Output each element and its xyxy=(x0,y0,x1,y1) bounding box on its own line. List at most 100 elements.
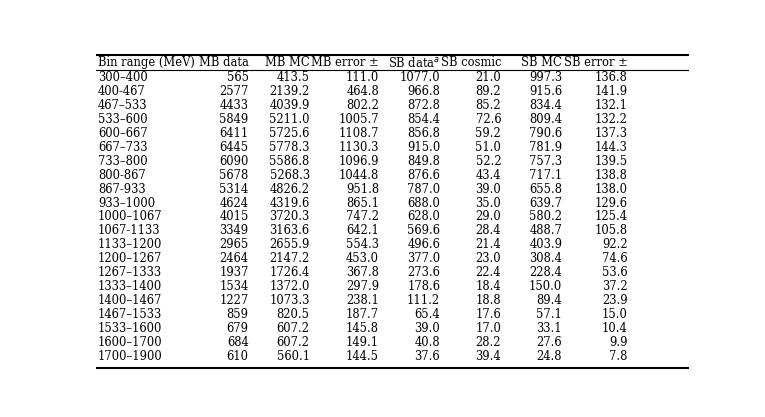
Text: 642.1: 642.1 xyxy=(346,224,379,237)
Text: 403.9: 403.9 xyxy=(529,239,562,251)
Text: 607.2: 607.2 xyxy=(277,336,310,349)
Text: 238.1: 238.1 xyxy=(346,294,379,307)
Text: SB cosmic: SB cosmic xyxy=(441,56,501,69)
Text: 533–600: 533–600 xyxy=(98,113,148,126)
Text: 39.0: 39.0 xyxy=(475,183,501,196)
Text: 3720.3: 3720.3 xyxy=(269,211,310,224)
Text: 569.6: 569.6 xyxy=(407,224,440,237)
Text: 856.8: 856.8 xyxy=(407,127,440,140)
Text: 5586.8: 5586.8 xyxy=(269,155,310,168)
Text: 37.2: 37.2 xyxy=(602,280,627,293)
Text: 1077.0: 1077.0 xyxy=(399,71,440,84)
Text: 308.4: 308.4 xyxy=(529,252,562,265)
Text: 57.1: 57.1 xyxy=(536,308,562,322)
Text: 10.4: 10.4 xyxy=(602,322,627,335)
Text: SB error ±: SB error ± xyxy=(564,56,627,69)
Text: 39.0: 39.0 xyxy=(415,322,440,335)
Text: 5849: 5849 xyxy=(220,113,249,126)
Text: MB data: MB data xyxy=(199,56,249,69)
Text: 757.3: 757.3 xyxy=(529,155,562,168)
Text: 1937: 1937 xyxy=(220,266,249,279)
Text: 1005.7: 1005.7 xyxy=(338,113,379,126)
Text: 1067-1133: 1067-1133 xyxy=(98,224,161,237)
Text: 33.1: 33.1 xyxy=(536,322,562,335)
Text: 554.3: 554.3 xyxy=(346,239,379,251)
Text: 136.8: 136.8 xyxy=(594,71,627,84)
Text: 639.7: 639.7 xyxy=(529,196,562,209)
Text: 966.8: 966.8 xyxy=(407,85,440,98)
Text: 802.2: 802.2 xyxy=(346,99,379,112)
Text: 72.6: 72.6 xyxy=(476,113,501,126)
Text: 132.1: 132.1 xyxy=(594,99,627,112)
Text: 137.3: 137.3 xyxy=(594,127,627,140)
Text: 6445: 6445 xyxy=(220,141,249,153)
Text: 4039.9: 4039.9 xyxy=(269,99,310,112)
Text: 4015: 4015 xyxy=(220,211,249,224)
Text: 5268.3: 5268.3 xyxy=(269,168,310,181)
Text: 1267–1333: 1267–1333 xyxy=(98,266,162,279)
Text: SB MC: SB MC xyxy=(522,56,562,69)
Text: 997.3: 997.3 xyxy=(529,71,562,84)
Text: 915.0: 915.0 xyxy=(407,141,440,153)
Text: 28.2: 28.2 xyxy=(476,336,501,349)
Text: 377.0: 377.0 xyxy=(407,252,440,265)
Text: 2655.9: 2655.9 xyxy=(269,239,310,251)
Text: 3349: 3349 xyxy=(220,224,249,237)
Text: 781.9: 781.9 xyxy=(529,141,562,153)
Text: 834.4: 834.4 xyxy=(529,99,562,112)
Text: 717.1: 717.1 xyxy=(529,168,562,181)
Text: 6411: 6411 xyxy=(220,127,249,140)
Text: 1096.9: 1096.9 xyxy=(339,155,379,168)
Text: 35.0: 35.0 xyxy=(475,196,501,209)
Text: 53.6: 53.6 xyxy=(602,266,627,279)
Text: 787.0: 787.0 xyxy=(407,183,440,196)
Text: 300–400: 300–400 xyxy=(98,71,148,84)
Text: 600–667: 600–667 xyxy=(98,127,148,140)
Text: 139.5: 139.5 xyxy=(594,155,627,168)
Text: 21.0: 21.0 xyxy=(475,71,501,84)
Text: 867-933: 867-933 xyxy=(98,183,145,196)
Text: 74.6: 74.6 xyxy=(602,252,627,265)
Text: 28.4: 28.4 xyxy=(476,224,501,237)
Text: 297.9: 297.9 xyxy=(346,280,379,293)
Text: 23.9: 23.9 xyxy=(602,294,627,307)
Text: 854.4: 854.4 xyxy=(407,113,440,126)
Text: 141.9: 141.9 xyxy=(594,85,627,98)
Text: 23.0: 23.0 xyxy=(476,252,501,265)
Text: 1400–1467: 1400–1467 xyxy=(98,294,162,307)
Text: 872.8: 872.8 xyxy=(407,99,440,112)
Text: 5314: 5314 xyxy=(220,183,249,196)
Text: 1133–1200: 1133–1200 xyxy=(98,239,162,251)
Text: 1534: 1534 xyxy=(220,280,249,293)
Text: 145.8: 145.8 xyxy=(346,322,379,335)
Text: 27.6: 27.6 xyxy=(536,336,562,349)
Text: 17.0: 17.0 xyxy=(475,322,501,335)
Text: 667–733: 667–733 xyxy=(98,141,148,153)
Text: 51.0: 51.0 xyxy=(475,141,501,153)
Text: 59.2: 59.2 xyxy=(475,127,501,140)
Text: 144.5: 144.5 xyxy=(346,350,379,363)
Text: 367.8: 367.8 xyxy=(346,266,379,279)
Text: 684: 684 xyxy=(227,336,249,349)
Text: 9.9: 9.9 xyxy=(609,336,627,349)
Text: 129.6: 129.6 xyxy=(594,196,627,209)
Text: 85.2: 85.2 xyxy=(476,99,501,112)
Text: 800-867: 800-867 xyxy=(98,168,146,181)
Text: 178.6: 178.6 xyxy=(407,280,440,293)
Text: 859: 859 xyxy=(226,308,249,322)
Text: 790.6: 790.6 xyxy=(529,127,562,140)
Text: 1372.0: 1372.0 xyxy=(269,280,310,293)
Text: 65.4: 65.4 xyxy=(415,308,440,322)
Text: 688.0: 688.0 xyxy=(407,196,440,209)
Text: 3163.6: 3163.6 xyxy=(269,224,310,237)
Text: MB error ±: MB error ± xyxy=(311,56,379,69)
Text: 6090: 6090 xyxy=(220,155,249,168)
Text: 2147.2: 2147.2 xyxy=(269,252,310,265)
Text: 933–1000: 933–1000 xyxy=(98,196,155,209)
Text: 40.8: 40.8 xyxy=(415,336,440,349)
Text: 565: 565 xyxy=(226,71,249,84)
Text: 1073.3: 1073.3 xyxy=(269,294,310,307)
Text: 43.4: 43.4 xyxy=(476,168,501,181)
Text: 111.2: 111.2 xyxy=(407,294,440,307)
Text: 496.6: 496.6 xyxy=(407,239,440,251)
